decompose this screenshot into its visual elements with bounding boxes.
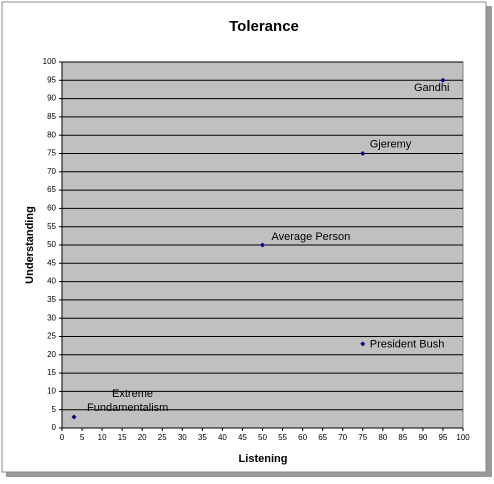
y-tick-label: 15 <box>47 368 56 377</box>
x-tick-label: 55 <box>278 433 287 442</box>
x-tick-label: 95 <box>438 433 447 442</box>
point <box>360 151 366 156</box>
y-tick-label: 40 <box>47 277 56 286</box>
y-tick-label: 60 <box>47 204 56 213</box>
y-tick-label: 70 <box>47 167 56 176</box>
y-axis-label: Understanding <box>24 206 36 284</box>
x-tick-label: 30 <box>178 433 187 442</box>
y-tick-label: 45 <box>47 258 56 267</box>
point-label: Average Person <box>272 231 351 243</box>
point-label: Gjeremy <box>370 138 412 150</box>
x-tick-label: 75 <box>358 433 367 442</box>
x-tick-label: 65 <box>318 433 327 442</box>
y-tick-label: 20 <box>47 350 56 359</box>
x-tick-label: 70 <box>338 433 347 442</box>
point <box>360 341 366 347</box>
x-tick-label: 35 <box>198 433 207 442</box>
x-axis-label: Listening <box>239 453 288 465</box>
point <box>71 414 77 420</box>
y-tick-label: 80 <box>47 130 56 139</box>
point <box>260 242 265 248</box>
y-tick-label: 100 <box>43 57 57 66</box>
x-tick-label: 25 <box>158 433 167 442</box>
y-tick-label: 90 <box>47 94 56 103</box>
x-tick-label: 50 <box>258 433 267 442</box>
chart-title: Tolerance <box>229 18 299 35</box>
x-tick-label: 20 <box>138 433 147 442</box>
y-tick-label: 0 <box>52 423 57 432</box>
y-tick-label: 50 <box>47 240 56 249</box>
point <box>440 77 446 83</box>
y-tick-label: 75 <box>47 149 56 158</box>
y-tick-label: 35 <box>47 295 56 304</box>
y-tick-label: 30 <box>47 313 56 322</box>
point-label: President Bush <box>370 339 445 351</box>
x-tick-label: 15 <box>118 433 127 442</box>
x-tick-label: 5 <box>80 433 85 442</box>
y-tick-label: 5 <box>52 405 57 414</box>
point-label: Extreme Fundamentalism <box>87 388 168 414</box>
y-tick-label: 95 <box>47 75 56 84</box>
y-tick-label: 10 <box>47 387 56 396</box>
y-tick-label: 65 <box>47 185 56 194</box>
x-tick-label: 90 <box>418 433 427 442</box>
y-tick-label: 25 <box>47 332 56 341</box>
x-tick-label: 0 <box>60 433 65 442</box>
x-tick-label: 40 <box>218 433 227 442</box>
y-tick-label: 85 <box>47 112 56 121</box>
x-tick-label: 85 <box>398 433 407 442</box>
x-tick-label: 45 <box>238 433 247 442</box>
y-tick-label: 55 <box>47 222 56 231</box>
x-tick-label: 100 <box>456 433 470 442</box>
x-tick-label: 10 <box>98 433 107 442</box>
x-tick-label: 60 <box>298 433 307 442</box>
x-tick-label: 80 <box>378 433 387 442</box>
point-label: Gandhi <box>414 82 449 94</box>
